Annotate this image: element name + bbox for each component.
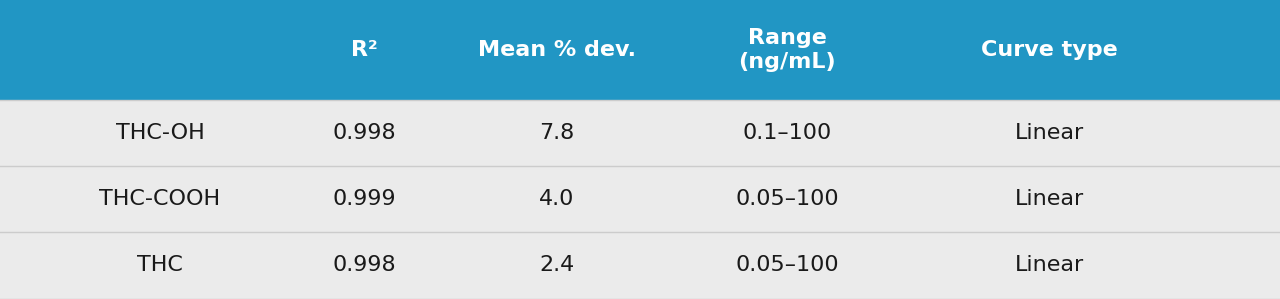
- Text: Linear: Linear: [1015, 123, 1084, 143]
- Text: R²: R²: [352, 40, 378, 60]
- Bar: [0, 166, 1280, 232]
- Bar: [0, 100, 1280, 166]
- Text: 0.1–100: 0.1–100: [742, 123, 832, 143]
- Text: 7.8: 7.8: [539, 123, 575, 143]
- Bar: [0, 232, 1280, 298]
- Text: 0.999: 0.999: [333, 189, 397, 209]
- Text: Curve type: Curve type: [982, 40, 1117, 60]
- Text: THC-COOH: THC-COOH: [100, 189, 220, 209]
- Text: 0.998: 0.998: [333, 123, 397, 143]
- Text: Mean % dev.: Mean % dev.: [477, 40, 636, 60]
- Text: THC: THC: [137, 255, 183, 275]
- Text: Range
(ng/mL): Range (ng/mL): [739, 28, 836, 72]
- Text: 2.4: 2.4: [539, 255, 575, 275]
- Text: 4.0: 4.0: [539, 189, 575, 209]
- Text: THC-OH: THC-OH: [115, 123, 205, 143]
- Text: 0.05–100: 0.05–100: [736, 189, 838, 209]
- Text: 0.998: 0.998: [333, 255, 397, 275]
- Text: Linear: Linear: [1015, 189, 1084, 209]
- Text: 0.05–100: 0.05–100: [736, 255, 838, 275]
- Bar: [0, 0, 1280, 100]
- Text: Linear: Linear: [1015, 255, 1084, 275]
